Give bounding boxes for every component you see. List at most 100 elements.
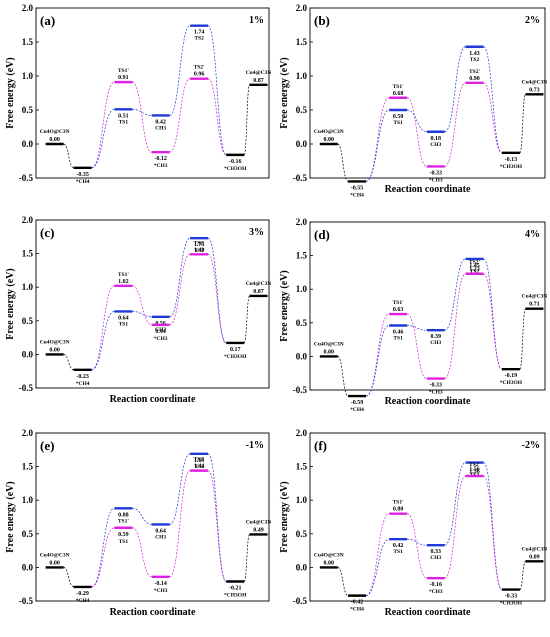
y-tick-label: 2.0 — [296, 217, 308, 227]
connector-line — [169, 237, 191, 318]
energy-value-label: 1.44 — [194, 464, 205, 470]
energy-value-label: -0.33 — [429, 383, 442, 389]
panel-4: -0.5 0.0 0.5 1.0 1.5 2.0 Free energy (eV) React… — [5, 428, 271, 618]
connector-line — [519, 94, 526, 154]
connector-line — [337, 143, 349, 182]
species-label: TS1 — [393, 549, 403, 555]
energy-value-label: 0.00 — [49, 347, 60, 353]
plot-frame — [309, 7, 546, 179]
panel-letter: (a) — [40, 13, 55, 28]
y-tick-label: 2.0 — [22, 428, 34, 438]
species-label: TS2' — [194, 65, 205, 71]
energy-value-label: -0.42 — [351, 600, 364, 606]
energy-value-label: 0.71 — [529, 302, 540, 308]
species-label: Cu4@C3N — [246, 519, 272, 525]
energy-value-label: 0.42 — [155, 119, 166, 125]
energy-value-label: 0.96 — [194, 72, 205, 78]
connector-line — [365, 513, 390, 596]
connector-line — [207, 25, 227, 156]
x-axis-label: Reaction coordinate — [385, 396, 471, 407]
species-label: *CH3 — [154, 588, 168, 594]
y-tick-label: 2.0 — [22, 215, 34, 225]
species-label: Cu4O@C3N — [314, 129, 344, 135]
y-tick-label: 0.0 — [296, 562, 308, 572]
y-tick-label: 1.0 — [296, 71, 308, 81]
connector-line — [365, 538, 390, 596]
species-label: *CH3OH — [500, 380, 523, 386]
species-label: TS2' — [469, 260, 480, 266]
energy-value-label: 0.46 — [393, 329, 404, 335]
connector-line — [91, 507, 115, 588]
y-tick-label: 2.0 — [296, 3, 308, 13]
energy-value-label: -0.35 — [76, 172, 89, 178]
y-tick-label: 1.5 — [22, 249, 34, 259]
connector-line — [483, 258, 503, 370]
energy-value-label: -0.29 — [76, 591, 89, 597]
y-tick-label: 1.0 — [296, 284, 308, 294]
connector-line — [243, 84, 250, 156]
energy-value-label: 1.74 — [194, 30, 205, 36]
energy-value-label: -0.23 — [76, 374, 89, 380]
energy-value-label: 0.90 — [469, 76, 480, 82]
connector-line — [483, 462, 503, 590]
connector-line — [63, 143, 74, 169]
plot-frame — [309, 432, 546, 602]
species-label: TS2' — [194, 240, 205, 246]
panel-0: -0.5 0.0 0.5 1.0 1.5 2.0 Free energy (eV) (a) 1%… — [5, 3, 271, 185]
y-axis-label: Free energy (eV) — [5, 268, 16, 339]
energy-value-label: 1.23 — [469, 267, 480, 273]
connector-line — [63, 567, 74, 588]
connector-line — [91, 311, 115, 371]
connector-line — [365, 313, 390, 397]
species-label: Cu4@C3N — [522, 546, 548, 552]
connector-line — [444, 475, 466, 579]
energy-value-label: -0.59 — [351, 400, 364, 406]
species-label: Cu4@C3N — [246, 70, 272, 76]
y-tick-label: 0.0 — [22, 562, 34, 572]
species-label: *CH4 — [350, 607, 364, 613]
y-tick-label: 1.0 — [22, 495, 34, 505]
y-tick-label: -0.5 — [19, 383, 34, 393]
connector-line — [444, 82, 466, 167]
y-tick-label: 1.5 — [22, 37, 34, 47]
energy-value-label: -0.21 — [229, 586, 242, 592]
energy-value-label: -0.55 — [351, 185, 364, 191]
species-label: *CH3 — [429, 177, 443, 183]
connector-line — [519, 561, 526, 590]
y-tick-label: 1.5 — [22, 462, 34, 472]
connector-line — [444, 46, 466, 133]
connector-line — [243, 534, 250, 582]
y-tick-label: 2.0 — [296, 428, 308, 438]
species-label: CH3 — [430, 555, 441, 561]
energy-value-label: -0.14 — [154, 581, 167, 587]
energy-value-label: 0.00 — [324, 349, 335, 355]
energy-value-label: 1.69 — [194, 458, 205, 464]
y-tick-label: 0.0 — [22, 139, 34, 149]
species-label: TS1' — [393, 84, 404, 90]
energy-value-label: -0.33 — [429, 170, 442, 176]
y-tick-label: -0.5 — [19, 173, 34, 183]
energy-value-label: 0.00 — [324, 560, 335, 566]
y-tick-label: 0.5 — [296, 105, 308, 115]
species-label: *CH3OH — [224, 354, 247, 360]
y-tick-label: 1.5 — [296, 251, 308, 261]
energy-value-label: 0.91 — [118, 75, 129, 81]
species-label: TS1 — [119, 321, 129, 327]
y-axis-label: Free energy (eV) — [279, 57, 290, 128]
energy-value-label: 0.59 — [118, 532, 129, 538]
species-label: CH3 — [155, 125, 166, 131]
connector-line — [337, 567, 349, 596]
y-tick-label: 1.0 — [22, 282, 34, 292]
connector-line — [207, 453, 227, 582]
energy-value-label: 0.87 — [253, 78, 264, 84]
species-label: CH3 — [155, 327, 166, 333]
y-tick-label: 0.0 — [296, 139, 308, 149]
energy-value-label: 1.49 — [194, 247, 205, 253]
species-label: TS2' — [469, 462, 480, 468]
y-tick-label: 0.5 — [296, 529, 308, 539]
connector-line — [169, 78, 191, 153]
strain-label: -2% — [522, 440, 540, 451]
strain-label: -1% — [246, 440, 264, 451]
panel-1: -0.5 0.0 0.5 1.0 1.5 2.0 Free energy (eV) React… — [279, 3, 547, 198]
y-tick-label: 0.5 — [22, 316, 34, 326]
